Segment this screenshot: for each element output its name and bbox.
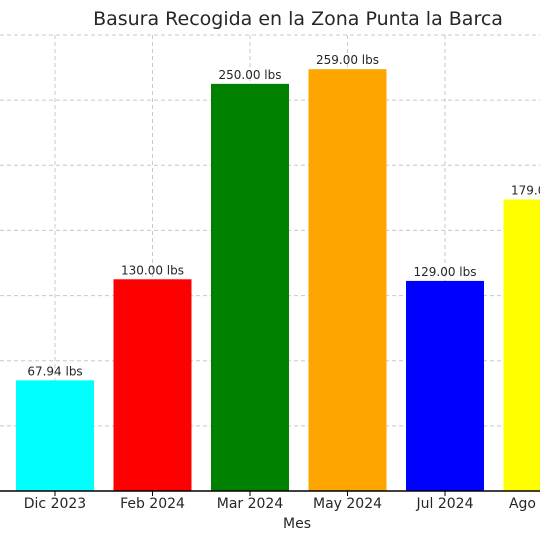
bar-value-label: 67.94 lbs bbox=[27, 364, 82, 378]
bar-value-label: 129.00 lbs bbox=[413, 265, 476, 279]
x-tick-label: Mar 2024 bbox=[217, 496, 284, 512]
bar bbox=[211, 83, 289, 491]
bar-value-label: 250.00 lbs bbox=[218, 68, 281, 82]
x-tick-label: May 2024 bbox=[313, 496, 382, 512]
bar bbox=[406, 280, 484, 491]
x-tick-label: Dic 2023 bbox=[24, 496, 86, 512]
bar-value-label: 179.00 lbs bbox=[511, 183, 540, 197]
bar bbox=[16, 380, 94, 491]
x-ticks: Dic 2023 Feb 2024 Mar 2024 May 2024 Jul 2024… bbox=[24, 491, 540, 512]
bar bbox=[308, 69, 387, 491]
bar-value-label: 130.00 lbs bbox=[121, 263, 184, 277]
x-tick-label: Feb 2024 bbox=[120, 496, 185, 512]
bar bbox=[503, 199, 540, 491]
x-axis-label: Mes bbox=[283, 516, 311, 532]
bars bbox=[16, 69, 540, 491]
bar-value-label: 259.00 lbs bbox=[316, 53, 379, 67]
bar-labels: 67.94 lbs 130.00 lbs 250.00 lbs 259.00 lbs 1… bbox=[27, 53, 540, 378]
x-tick-label: Jul 2024 bbox=[416, 496, 474, 512]
chart-title: Basura Recogida en la Zona Punta la Barc… bbox=[93, 8, 503, 30]
bar bbox=[113, 279, 192, 491]
x-tick-label: Ago 2024 bbox=[509, 496, 540, 512]
